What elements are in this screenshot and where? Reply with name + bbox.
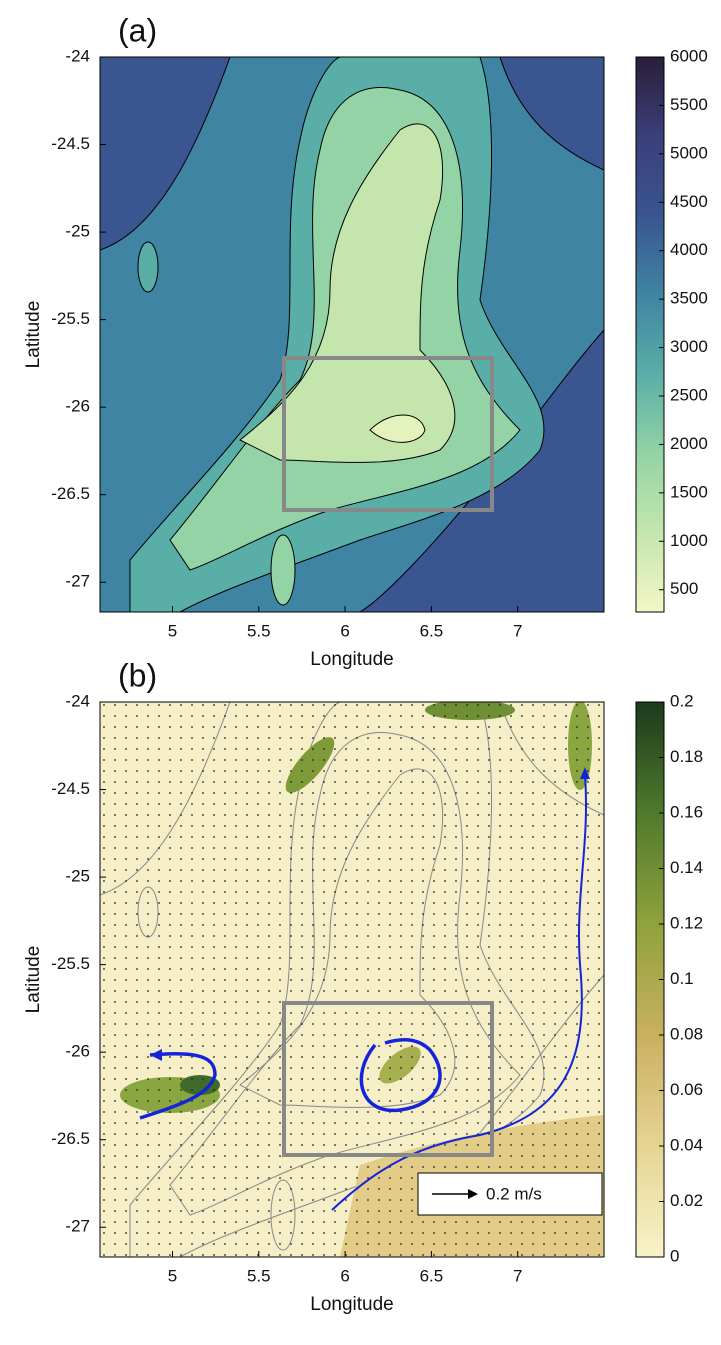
map-b <box>100 702 604 1257</box>
colorbar-tick-label: 0 <box>670 1246 679 1265</box>
plot-frame <box>99 56 605 613</box>
colorbar-tick-label: 4000 <box>670 240 708 259</box>
x-tick-label: 7 <box>513 621 522 640</box>
y-tick-label: -26.5 <box>51 484 90 503</box>
trajectory <box>359 1038 442 1113</box>
trajectory <box>331 774 588 1211</box>
panel-title: (b) <box>118 657 157 693</box>
y-tick-label: -24.5 <box>51 134 90 153</box>
y-tick-label: -26 <box>65 397 90 416</box>
x-tick-label: 6 <box>340 1266 349 1285</box>
y-tick-label: -24 <box>65 691 90 710</box>
y-tick-label: -25 <box>65 867 90 886</box>
trajectory-arrow <box>150 1049 162 1061</box>
x-axis-label: Longitude <box>310 649 393 670</box>
y-tick-label: -25.5 <box>51 309 90 328</box>
y-tick-label: -24 <box>65 46 90 65</box>
region-box <box>282 1001 494 1157</box>
y-tick-label: -27 <box>65 1217 90 1236</box>
y-tick-label: -25 <box>65 222 90 241</box>
colorbar-tick-label: 0.14 <box>670 858 703 877</box>
colorbar-tick-label: 3000 <box>670 337 708 356</box>
contour <box>270 534 296 606</box>
colorbar-tick-label: 1000 <box>670 531 708 550</box>
scale-arrow-head <box>468 1189 478 1199</box>
x-tick-label: 6.5 <box>420 1266 444 1285</box>
y-tick-label: -26 <box>65 1042 90 1061</box>
colorbar-tick-label: 0.08 <box>670 1024 703 1043</box>
panel-title: (a) <box>118 12 157 48</box>
x-tick-label: 5 <box>168 621 177 640</box>
map-a <box>100 57 604 612</box>
x-tick-label: 7 <box>513 1266 522 1285</box>
y-tick-label: -25.5 <box>51 954 90 973</box>
colorbar-tick-label: 4500 <box>670 192 708 211</box>
contour <box>137 241 159 293</box>
colorbar-tick-label: 0.16 <box>670 802 703 821</box>
y-axis-label: Latitude <box>23 946 44 1014</box>
plot-frame <box>99 701 605 1258</box>
colorbar-tick-label: 0.02 <box>670 1191 703 1210</box>
colorbar-tick-label: 2500 <box>670 385 708 404</box>
y-axis-label: Latitude <box>23 301 44 369</box>
trajectory <box>139 1051 217 1120</box>
colorbar-tick-label: 1500 <box>670 482 708 501</box>
colorbar-tick-label: 500 <box>670 579 698 598</box>
colorbar-tick-label: 5000 <box>670 143 708 162</box>
colorbar <box>635 56 665 613</box>
colorbar-tick-label: 0.04 <box>670 1135 703 1154</box>
x-tick-label: 5.5 <box>247 621 271 640</box>
y-tick-label: -27 <box>65 572 90 591</box>
colorbar-tick-label: 0.1 <box>670 969 694 988</box>
x-tick-label: 6 <box>340 621 349 640</box>
x-tick-label: 6.5 <box>420 621 444 640</box>
panel-b-decor: 0.2 m/s <box>100 702 604 1257</box>
colorbar-tick-label: 0.12 <box>670 913 703 932</box>
x-tick-label: 5 <box>168 1266 177 1285</box>
colorbar-tick-label: 0.2 <box>670 691 694 710</box>
y-tick-label: -24.5 <box>51 779 90 798</box>
colorbar-tick-label: 6000 <box>670 46 708 65</box>
x-axis-label: Longitude <box>310 1294 393 1315</box>
colorbar-tick-label: 0.18 <box>670 747 703 766</box>
colorbar-tick-label: 3500 <box>670 289 708 308</box>
y-tick-label: -26.5 <box>51 1129 90 1148</box>
colorbar-tick-label: 0.06 <box>670 1080 703 1099</box>
region-box <box>282 356 494 512</box>
colorbar-tick-label: 2000 <box>670 434 708 453</box>
colorbar-tick-label: 5500 <box>670 95 708 114</box>
trajectory-arrow <box>580 767 590 779</box>
x-tick-label: 5.5 <box>247 1266 271 1285</box>
velocity-vectors <box>100 702 604 1257</box>
scale-label: 0.2 m/s <box>486 1184 542 1203</box>
